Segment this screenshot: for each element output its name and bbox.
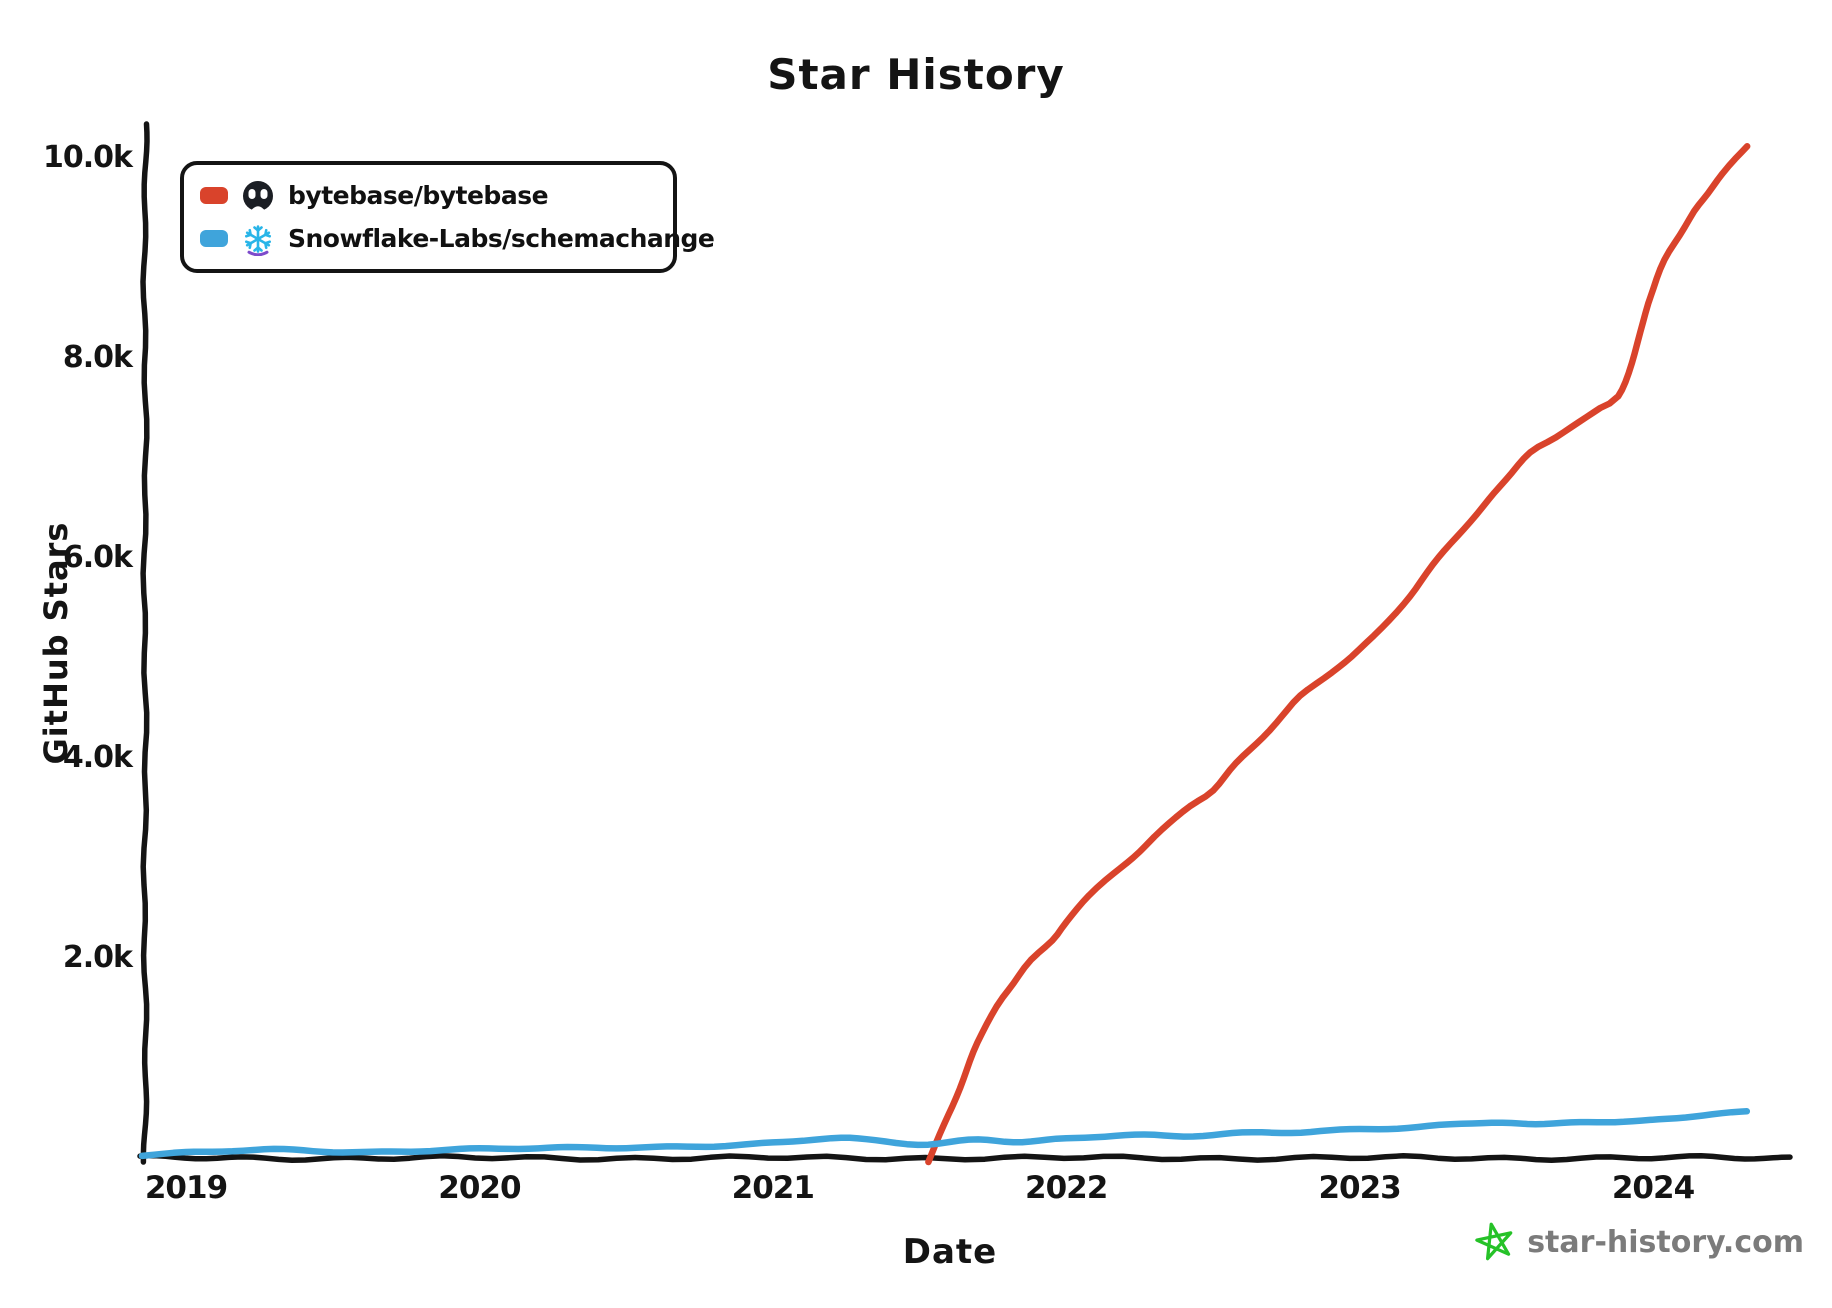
x-tick-label: 2022 [1025, 1170, 1108, 1206]
x-axis-title: Date [902, 1232, 998, 1272]
x-tick-label: 2023 [1318, 1170, 1401, 1206]
site-name: star-history.com [1527, 1224, 1804, 1260]
series-line-schemachange [138, 1108, 1751, 1160]
bytebase-avatar-icon [241, 179, 275, 213]
y-tick-label: 6.0k [62, 540, 133, 575]
x-tick-label: 2021 [731, 1170, 815, 1206]
chart-title: Star History [767, 50, 1065, 99]
star-logo-icon [1473, 1219, 1517, 1265]
legend-item-schemachange[interactable]: Snowflake-Labs/schemachange [200, 222, 715, 256]
series-color-swatch-red [200, 187, 228, 204]
x-tick-label: 2020 [438, 1170, 521, 1206]
y-tick-label: 2.0k [62, 940, 133, 975]
series-line-bytebase [925, 143, 1751, 1166]
series-color-swatch-blue [200, 230, 228, 247]
legend-label-schemachange: Snowflake-Labs/schemachange [288, 224, 715, 253]
x-axis-line [137, 1152, 1793, 1164]
legend-label-bytebase: bytebase/bytebase [288, 181, 549, 210]
y-tick-label: 8.0k [62, 340, 133, 375]
site-attribution[interactable]: star-history.com [1473, 1218, 1804, 1266]
snowflake-icon [241, 222, 275, 256]
y-axis-line [140, 121, 150, 1165]
x-tick-label: 2024 [1611, 1170, 1695, 1206]
legend-item-bytebase[interactable]: bytebase/bytebase [200, 179, 673, 213]
y-tick-label: 10.0k [43, 140, 133, 175]
legend: bytebase/bytebase Snowflake-Labs/schemac… [180, 161, 715, 273]
x-tick-label: 2019 [144, 1170, 228, 1206]
y-tick-label: 4.0k [62, 740, 133, 775]
